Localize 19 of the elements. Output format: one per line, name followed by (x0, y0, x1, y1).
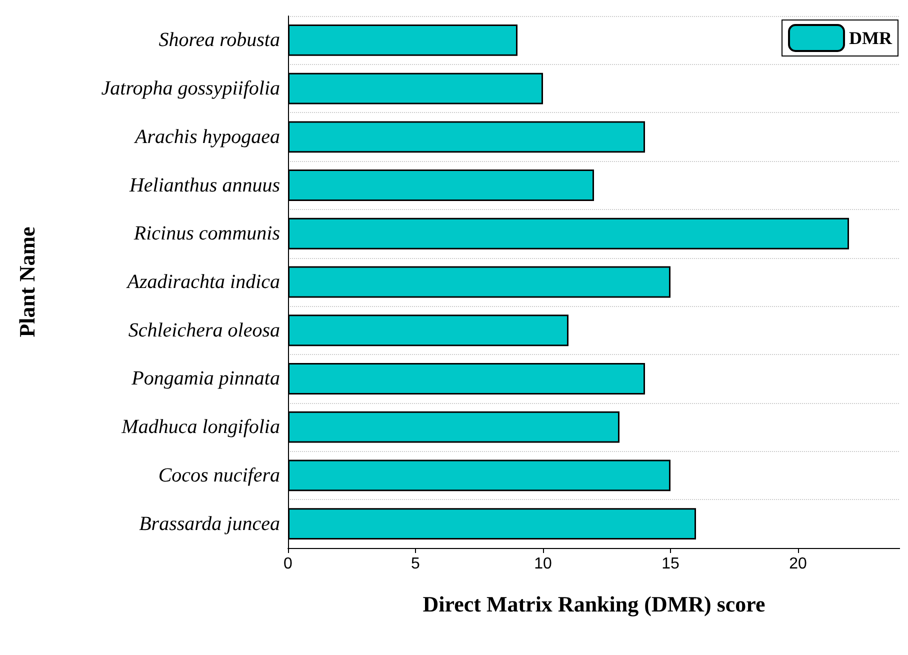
x-tick-label: 0 (284, 556, 293, 572)
y-tick-label: Cocos nucifera (158, 464, 280, 486)
x-tick-label: 10 (534, 556, 552, 572)
legend-label: DMR (849, 28, 893, 48)
y-axis-title: Plant Name (14, 226, 40, 338)
x-tick-label: 5 (411, 556, 420, 572)
y-tick-label: Jatropha gossypiifolia (101, 78, 280, 100)
y-tick-label: Helianthus annuus (128, 174, 280, 196)
y-tick-label: Azadirachta indica (125, 271, 280, 293)
y-tick-label: Pongamia pinnata (130, 368, 280, 390)
y-tick-label: Madhuca longifolia (120, 416, 280, 438)
y-tick-label: Brassarda juncea (139, 512, 280, 535)
y-tick-label: Shorea robusta (158, 29, 280, 52)
x-axis-title: Direct Matrix Ranking (DMR) score (422, 592, 766, 616)
y-tick-label: Schleichera oleosa (128, 319, 280, 342)
x-tick-label: 15 (662, 556, 680, 572)
y-tick-label: Ricinus communis (132, 222, 280, 245)
y-tick-label: Arachis hypogaea (133, 126, 280, 148)
x-tick-label: 20 (789, 556, 807, 572)
